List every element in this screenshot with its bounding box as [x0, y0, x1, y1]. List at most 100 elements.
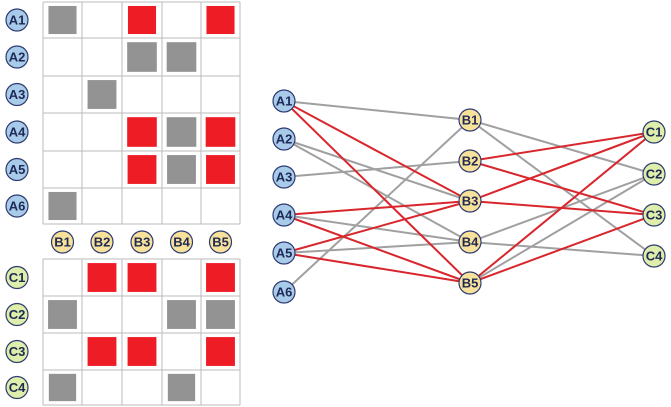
cell-active — [127, 117, 157, 147]
network-nodes: A1 A2 A3 A4 A5 A6 B1 B2 B3 B4 B5 C1 C2 C3 C4 — [272, 89, 666, 304]
network-node-c3: C3 — [642, 203, 666, 227]
cell-active — [127, 5, 157, 35]
cell-active — [87, 337, 117, 366]
a-b-edge-inactive — [283, 160, 471, 178]
node-circle — [458, 230, 482, 254]
node-label: A1 — [9, 13, 26, 28]
c-b-edge-active — [469, 131, 655, 202]
node-circle — [5, 82, 29, 107]
node-circle — [208, 230, 233, 254]
node-circle — [5, 157, 29, 182]
node-circle — [130, 230, 154, 254]
network-node-c1: C1 — [642, 120, 666, 144]
node-circle — [642, 203, 666, 227]
cell-inactive — [167, 300, 196, 329]
node-circle — [5, 45, 29, 69]
a-b-edge-inactive — [283, 119, 471, 293]
node-circle — [5, 120, 29, 144]
node-label: B2 — [462, 154, 479, 169]
node-label: C3 — [9, 344, 26, 359]
cell-inactive — [166, 42, 197, 72]
node-label: B4 — [173, 235, 190, 250]
cell-inactive — [167, 373, 196, 402]
cell-inactive — [48, 373, 77, 402]
c-b-edge-active — [469, 214, 655, 284]
node-label: B3 — [462, 194, 479, 209]
node-circle — [5, 375, 29, 400]
column-label-b2: B2 — [90, 230, 114, 254]
network-node-b4: B4 — [458, 230, 482, 254]
column-label-b5: B5 — [208, 230, 233, 254]
ab-row-label-a5: A5 — [5, 157, 29, 182]
node-circle — [272, 165, 296, 189]
cell-inactive — [166, 117, 197, 147]
cb-row-label-c4: C4 — [5, 375, 29, 400]
node-label: A4 — [9, 125, 26, 140]
cb-row-label-c3: C3 — [5, 339, 29, 364]
node-label: C3 — [646, 208, 663, 223]
node-circle — [272, 203, 296, 227]
network-edges — [283, 100, 655, 293]
network-node-c2: C2 — [642, 162, 666, 186]
node-circle — [5, 339, 29, 364]
node-circle — [5, 265, 29, 290]
cb-row-label-c2: C2 — [5, 302, 29, 327]
ab-row-label-a4: A4 — [5, 120, 29, 144]
node-label: A5 — [9, 162, 26, 177]
cell-active — [206, 5, 235, 35]
node-circle — [90, 230, 114, 254]
node-label: B2 — [94, 235, 111, 250]
cell-inactive — [127, 42, 157, 72]
node-circle — [272, 127, 296, 151]
column-label-b4: B4 — [169, 230, 194, 254]
cell-active — [127, 155, 157, 184]
c-b-edge-active — [469, 200, 655, 216]
node-circle — [642, 162, 666, 186]
node-label: A3 — [276, 170, 293, 185]
cell-active — [205, 117, 236, 147]
column-label-b3: B3 — [130, 230, 154, 254]
cell-inactive — [48, 300, 77, 329]
network-node-a2: A2 — [272, 127, 296, 151]
a-b-edge-active — [283, 200, 471, 254]
node-label: C4 — [9, 380, 26, 395]
node-label: B5 — [462, 276, 479, 291]
node-label: B4 — [462, 235, 479, 250]
c-b-edge-active — [469, 160, 655, 216]
a-b-edge-inactive — [283, 100, 471, 121]
ab-row-label-a3: A3 — [5, 82, 29, 107]
node-label: C2 — [9, 307, 26, 322]
a-b-edge-active — [283, 100, 471, 202]
ab-row-label-a1: A1 — [5, 8, 29, 32]
node-label: C1 — [9, 270, 26, 285]
network-node-a1: A1 — [272, 89, 296, 113]
node-label: C2 — [646, 167, 663, 182]
node-label: B5 — [212, 235, 229, 250]
node-circle — [458, 149, 482, 173]
column-label-b1: B1 — [50, 230, 75, 254]
network-node-a4: A4 — [272, 203, 296, 227]
node-label: B1 — [54, 235, 71, 250]
a-b-edge-active — [283, 252, 471, 284]
cell-active — [206, 263, 235, 292]
a-b-edge-inactive — [283, 138, 471, 243]
node-label: A2 — [276, 132, 293, 147]
c-to-b-matrix: C1 C2 C3 C4 — [5, 258, 241, 406]
cell-inactive — [167, 155, 196, 184]
ab-row-label-a6: A6 — [5, 194, 29, 218]
cell-inactive — [87, 80, 117, 109]
node-label: C4 — [646, 249, 663, 264]
network-node-a3: A3 — [272, 165, 296, 189]
node-circle — [5, 194, 29, 218]
cell-inactive — [206, 300, 235, 329]
node-circle — [272, 89, 296, 113]
node-label: A6 — [9, 199, 26, 214]
node-circle — [272, 280, 296, 304]
cell-active — [206, 155, 235, 184]
node-circle — [642, 120, 666, 144]
a-b-edge-active — [283, 200, 471, 216]
network-node-a5: A5 — [272, 241, 296, 265]
a-b-edge-active — [283, 100, 471, 284]
node-circle — [5, 8, 29, 32]
